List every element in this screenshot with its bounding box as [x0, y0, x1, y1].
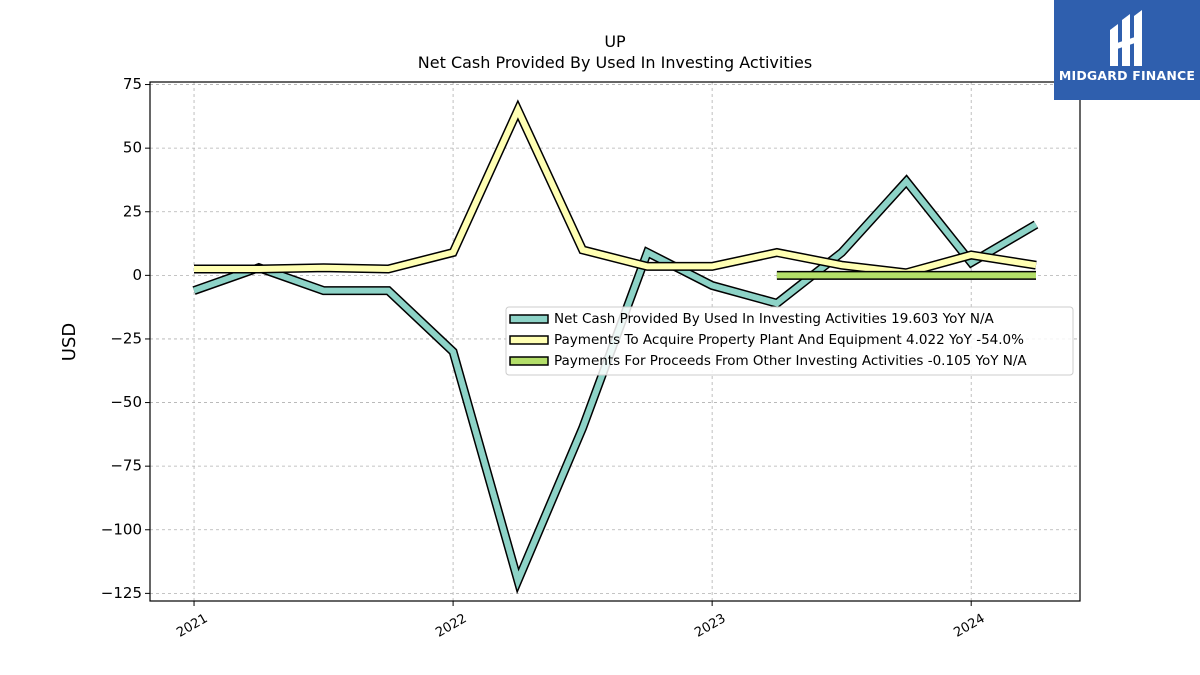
legend-label: Net Cash Provided By Used In Investing A… — [554, 311, 995, 327]
brand-logo: MIDGARD FINANCE — [1054, 0, 1200, 100]
y-tick-label: −125 — [101, 584, 142, 602]
y-tick-label: −50 — [110, 393, 142, 411]
legend-swatch — [509, 314, 549, 324]
x-tick-label: 2022 — [433, 611, 469, 641]
series-line — [192, 174, 1039, 595]
chart-title-line2: Net Cash Provided By Used In Investing A… — [418, 53, 812, 72]
y-tick-label: 50 — [123, 139, 142, 157]
legend-swatch — [509, 356, 549, 366]
legend-label: Payments To Acquire Property Plant And E… — [554, 332, 1024, 348]
legend-swatch — [509, 335, 549, 345]
plot-area — [149, 81, 1081, 602]
y-tick-label: −100 — [101, 520, 142, 538]
x-tick-label: 2021 — [174, 611, 210, 641]
chart-title-line1: UP — [604, 32, 626, 51]
y-tick-label: 25 — [123, 202, 142, 220]
y-tick-label: 0 — [132, 266, 142, 284]
y-tick-label: −75 — [110, 457, 142, 475]
x-axis: 2021 2022 2023 2024 — [174, 601, 988, 641]
y-axis: 75 50 25 0 −25 −50 −75 −100 −125 — [101, 75, 150, 602]
legend: Net Cash Provided By Used In Investing A… — [505, 306, 1074, 376]
y-tick-label: −25 — [110, 329, 142, 347]
brand-name: MIDGARD FINANCE — [1058, 68, 1196, 83]
series-layer — [192, 99, 1039, 595]
brand-mark-icon — [1110, 10, 1142, 66]
series-line-outline — [192, 174, 1039, 595]
y-axis-label: USD — [59, 323, 80, 361]
x-tick-label: 2024 — [951, 611, 987, 641]
series-line-fill — [193, 176, 1038, 590]
legend-box — [505, 306, 1074, 376]
legend-label: Payments For Proceeds From Other Investi… — [554, 353, 1027, 369]
x-tick-label: 2023 — [692, 611, 728, 641]
y-tick-label: 75 — [123, 75, 142, 93]
